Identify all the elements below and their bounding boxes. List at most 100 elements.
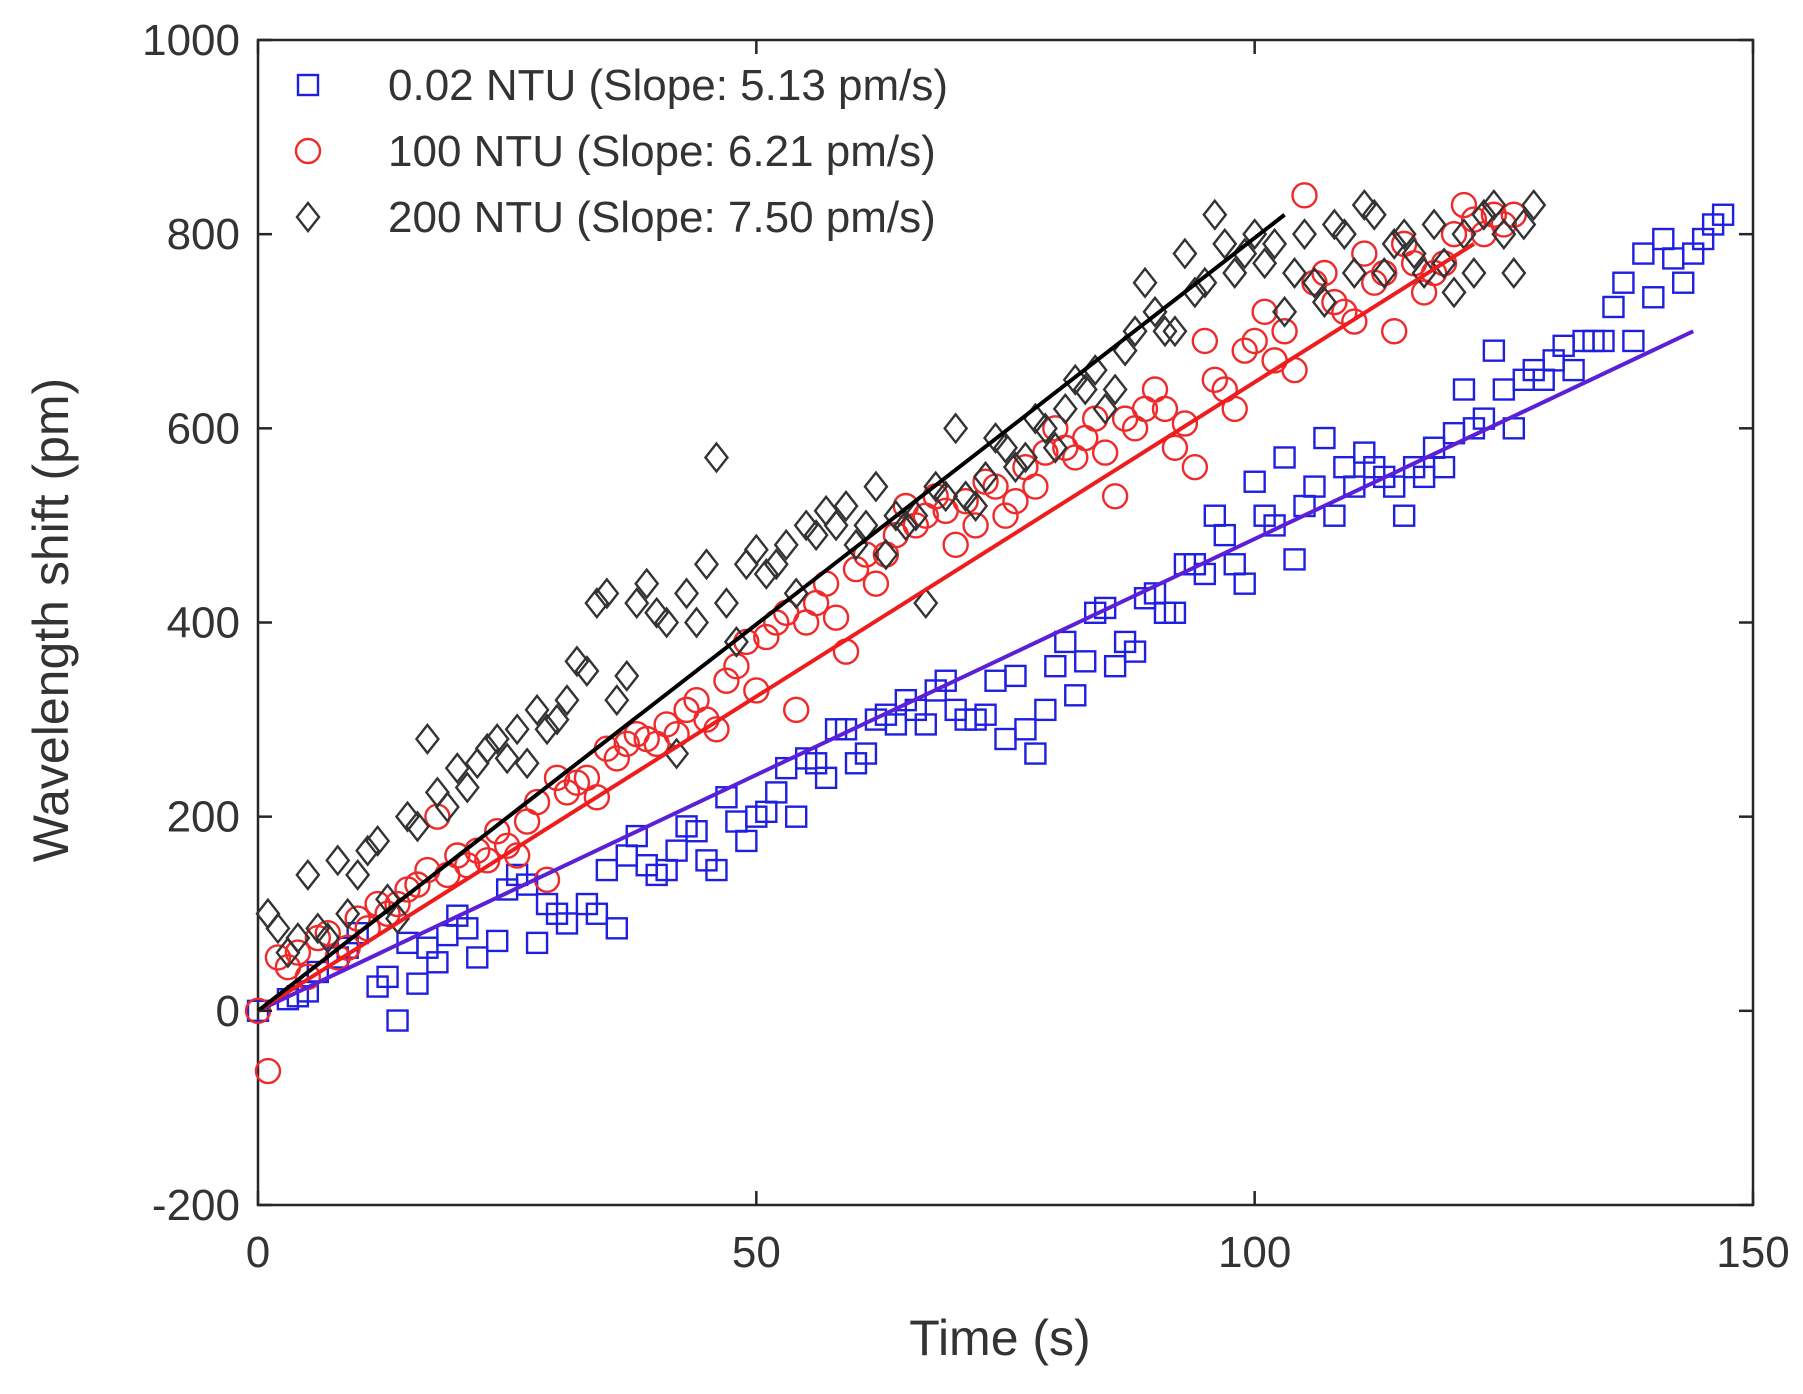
- data-point: [564, 645, 590, 678]
- data-point: [743, 533, 769, 566]
- data-point: [693, 548, 720, 581]
- data-point: [544, 703, 570, 736]
- data-point: [1102, 373, 1128, 406]
- data-point: [444, 752, 470, 785]
- x-tick-label: 150: [1716, 1228, 1789, 1277]
- data-point: [1351, 240, 1378, 267]
- data-point: [665, 839, 688, 862]
- legend: 0.02 NTU (Slope: 5.13 pm/s) 100 NTU (Slop…: [294, 61, 948, 242]
- data-point: [1072, 373, 1098, 406]
- data-point: [494, 742, 520, 775]
- y-tick-label: 600: [167, 404, 240, 453]
- data-point: [664, 737, 690, 770]
- data-point: [1172, 237, 1198, 270]
- data-point: [314, 919, 341, 947]
- data-point: [1622, 329, 1645, 353]
- data-point: [653, 711, 680, 738]
- data-point: [385, 902, 411, 935]
- data-point: [1272, 295, 1298, 328]
- data-point: [524, 693, 550, 726]
- data-point: [285, 922, 311, 954]
- data-point: [365, 824, 391, 857]
- data-point: [1361, 198, 1387, 231]
- data-point: [444, 842, 471, 869]
- legend-label: 100 NTU (Slope: 6.21 pm/s): [388, 127, 936, 176]
- data-point: [1163, 601, 1187, 624]
- data-point: [1511, 208, 1537, 241]
- data-point: [603, 745, 630, 772]
- data-point: [823, 509, 849, 542]
- data-point: [713, 587, 739, 620]
- data-point: [1291, 182, 1318, 209]
- data-point: [1421, 208, 1447, 241]
- data-point: [1351, 189, 1377, 221]
- data-point: [1004, 664, 1027, 688]
- data-point: [703, 441, 729, 474]
- data-point: [595, 858, 619, 882]
- data-point: [434, 791, 460, 823]
- y-tick-label: -200: [152, 1181, 240, 1230]
- data-point: [953, 480, 979, 513]
- data-point: [903, 499, 929, 532]
- data-point: [404, 810, 430, 843]
- data-point: [1044, 654, 1067, 678]
- data-point: [315, 922, 341, 954]
- data-point: [773, 528, 799, 561]
- data-point: [1103, 654, 1127, 678]
- data-point: [863, 470, 889, 503]
- data-point: [295, 858, 321, 891]
- data-point: [1213, 523, 1236, 547]
- data-point: [1241, 327, 1268, 355]
- data-point: [814, 766, 838, 790]
- data-point: [902, 512, 929, 539]
- y-axis-ticks: -200 0 200 400 600 800 1000: [142, 16, 1753, 1230]
- data-point: [793, 509, 819, 542]
- data-point: [913, 587, 939, 620]
- data-point: [992, 502, 1019, 529]
- data-point: [1313, 426, 1336, 450]
- data-point: [594, 577, 620, 610]
- y-tick-label: 400: [167, 599, 240, 648]
- data-point: [1303, 475, 1326, 498]
- legend-label: 0.02 NTU (Slope: 5.13 pm/s): [388, 61, 948, 110]
- data-point: [426, 951, 449, 974]
- data-point: [583, 784, 611, 811]
- data-point: [1592, 329, 1615, 353]
- data-point: [574, 655, 600, 687]
- data-point: [765, 781, 788, 804]
- data-point: [376, 965, 399, 989]
- data-point: [753, 623, 780, 651]
- data-point: [753, 558, 779, 590]
- data-point: [584, 587, 610, 620]
- data-point: [1161, 434, 1189, 461]
- data-point: [1262, 227, 1288, 260]
- data-point: [713, 667, 740, 694]
- data-point: [1341, 257, 1367, 289]
- data-point: [1251, 298, 1278, 326]
- data-point: [1231, 337, 1258, 364]
- data-point: [504, 713, 530, 746]
- data-point: [404, 871, 431, 898]
- data-point: [1602, 295, 1625, 319]
- data-point: [1301, 266, 1327, 299]
- data-point: [1052, 392, 1078, 425]
- fit-line-circle: [256, 242, 1476, 1013]
- data-point: [1283, 548, 1306, 571]
- data-point: [406, 972, 429, 995]
- data-point: [374, 900, 401, 927]
- data-point: [1282, 257, 1308, 289]
- data-point: [604, 684, 630, 717]
- data-point: [1452, 378, 1476, 401]
- data-point: [1432, 455, 1456, 479]
- data-point: [933, 480, 959, 513]
- data-point: [1233, 572, 1256, 595]
- x-tick-label: 0: [246, 1228, 270, 1277]
- fit-line-square: [257, 329, 1695, 1013]
- data-point: [555, 912, 579, 935]
- data-point: [466, 946, 489, 969]
- data-point: [833, 490, 859, 522]
- data-point: [1371, 257, 1397, 289]
- data-point: [1212, 227, 1238, 260]
- axes-frame: [256, 38, 1755, 1207]
